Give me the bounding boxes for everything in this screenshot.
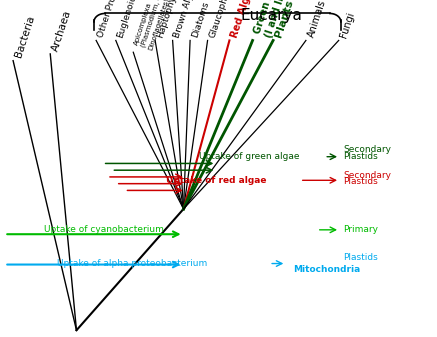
Text: Secondary: Secondary [343, 171, 391, 180]
Text: Plastids: Plastids [343, 253, 378, 262]
Text: Secondary: Secondary [343, 146, 391, 154]
Text: Mitochondria: Mitochondria [293, 265, 360, 274]
Text: Plants: Plants [273, 0, 295, 39]
Text: Uptake of alpha proteobacterium: Uptake of alpha proteobacterium [57, 259, 207, 268]
Text: Glaucophytes: Glaucophytes [208, 0, 236, 39]
Text: Plastids: Plastids [343, 178, 378, 186]
Text: Green Algae
(I and II): Green Algae (I and II) [253, 0, 294, 39]
Text: Diatoms: Diatoms [190, 0, 210, 39]
Text: Haptophytes: Haptophytes [155, 0, 182, 39]
Text: Uptake of red algae: Uptake of red algae [166, 176, 267, 185]
Text: Uptake of green algae: Uptake of green algae [199, 152, 299, 161]
Text: Plastids: Plastids [343, 152, 378, 161]
Text: Bacteria: Bacteria [13, 14, 36, 59]
Text: Fungi: Fungi [339, 10, 357, 39]
Text: Other Protists: Other Protists [96, 0, 124, 39]
Text: Red Algae: Red Algae [229, 0, 256, 39]
Text: Euglenoids: Euglenoids [116, 0, 140, 39]
Text: Brown Algae: Brown Algae [173, 0, 199, 39]
Text: Uptake of cyanobacterium: Uptake of cyanobacterium [44, 225, 163, 234]
Text: Primary: Primary [343, 225, 378, 234]
Text: Eucarya: Eucarya [240, 8, 302, 24]
Text: Apicomplexa
(Plasmodium, Ciliates
Dinoflagellates): Apicomplexa (Plasmodium, Ciliates Dinofl… [133, 0, 177, 51]
Text: Animals: Animals [306, 0, 327, 39]
Text: Archaea: Archaea [50, 8, 73, 52]
